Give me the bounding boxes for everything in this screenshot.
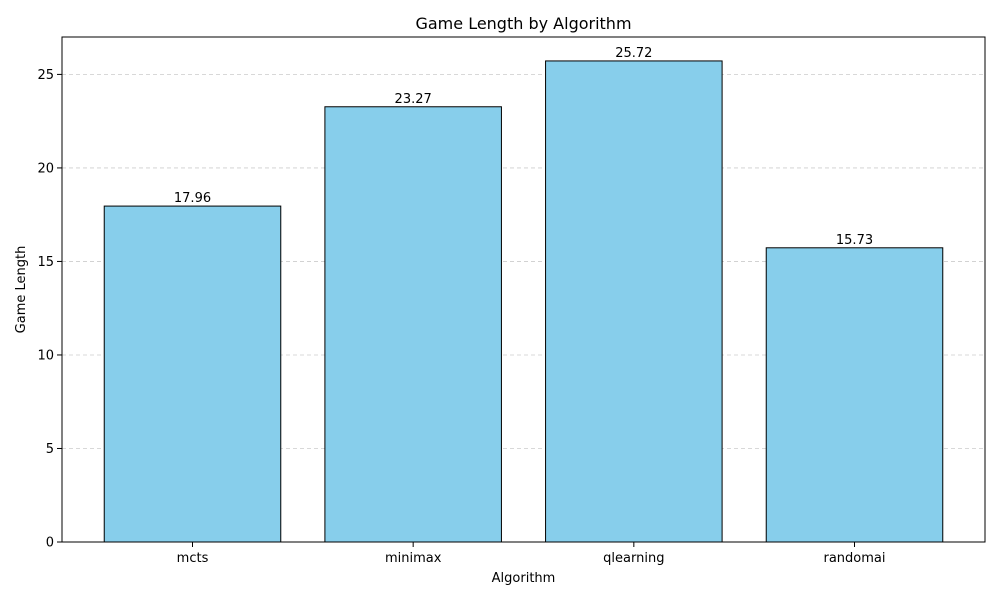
x-tick-label: randomai	[824, 551, 886, 566]
tick-layer: 0 5 10 15 20 25 mcts minimax qlearning randomai	[37, 68, 885, 566]
chart-title: Game Length by Algorithm	[415, 14, 631, 33]
bar-qlearning	[545, 60, 723, 543]
y-tick-label: 20	[37, 161, 54, 176]
y-axis-label: Game Length	[14, 246, 29, 334]
x-tick-label: mcts	[177, 551, 209, 566]
y-tick-label: 0	[46, 536, 54, 551]
bar-value-label: 25.72	[615, 46, 652, 61]
bar-minimax	[324, 106, 502, 543]
plot-frame	[61, 36, 986, 543]
bar-value-label: 15.73	[836, 233, 873, 248]
x-tick-label: qlearning	[603, 551, 664, 566]
y-tick-label: 5	[46, 442, 54, 457]
y-tick-label: 25	[37, 68, 54, 83]
x-tick-label: minimax	[385, 551, 442, 566]
y-tick-label: 15	[37, 255, 54, 270]
bar-value-label: 17.96	[174, 191, 211, 206]
bar-layer	[103, 60, 944, 543]
label-layer: 17.96 23.27 25.72 15.73	[174, 46, 873, 248]
bar-mcts	[103, 205, 282, 543]
y-tick-label: 10	[37, 348, 54, 363]
bar-value-label: 23.27	[395, 92, 432, 107]
x-axis-label: Algorithm	[492, 571, 556, 586]
bar-randomai	[765, 247, 944, 543]
